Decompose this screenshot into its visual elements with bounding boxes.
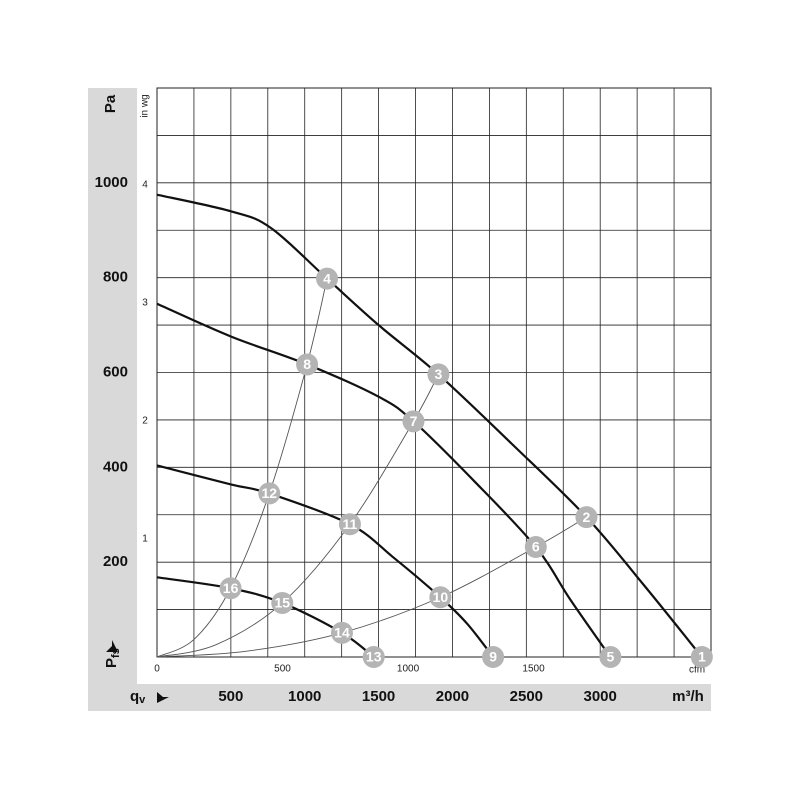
axis-band: [88, 88, 137, 684]
system-curve: [156, 278, 328, 658]
y-label: Pa: [102, 94, 119, 113]
point-label: 9: [489, 649, 497, 665]
x-tick-label: 3000: [584, 688, 617, 705]
y2-tick-label: 4: [142, 179, 148, 190]
operating-point: [402, 410, 425, 433]
fan-curve: [156, 464, 494, 658]
point-label: 2: [583, 509, 591, 525]
operating-point: [690, 646, 713, 668]
axis-band: [88, 684, 711, 711]
x-symbol-sub: v: [139, 694, 146, 706]
operating-point: [599, 646, 622, 668]
x2-tick-label: 500: [274, 664, 291, 675]
x-tick-label: 2000: [436, 688, 469, 705]
system-curve: [156, 374, 439, 658]
operating-point: [296, 353, 319, 376]
fan-curve: [156, 302, 612, 658]
operating-point: [258, 482, 281, 505]
point-label: 12: [261, 485, 277, 501]
operating-point: [362, 646, 385, 668]
arrow: [106, 640, 118, 652]
point-label: 6: [532, 539, 540, 555]
y-tick-label: 400: [103, 458, 128, 475]
operating-point: [338, 513, 361, 536]
operating-point: [482, 646, 505, 668]
point-label: 7: [410, 413, 418, 429]
y2-tick-label: 2: [142, 416, 148, 427]
x2-tick-label: 1500: [522, 664, 545, 675]
operating-point: [316, 267, 339, 290]
operating-point: [330, 621, 353, 644]
operating-point: [575, 506, 598, 529]
y-tick-label: 800: [103, 269, 128, 286]
y-symbol-main: P: [103, 658, 120, 668]
x-tick-label: 500: [218, 688, 243, 705]
y-symbol-sub: fs: [110, 648, 122, 658]
operating-point: [271, 591, 294, 614]
operating-point: [429, 586, 452, 609]
point-label: 5: [606, 649, 614, 665]
x2-label: cfm: [689, 665, 705, 676]
x2-tick-label: 1000: [397, 664, 420, 675]
arrow: [157, 692, 169, 703]
x-label: m³/h: [672, 688, 704, 705]
y-symbol: Pfs: [103, 648, 122, 668]
x-tick-label: 1500: [362, 688, 395, 705]
point-label: 16: [223, 580, 239, 596]
x2-tick-label: 0: [154, 664, 160, 675]
x-symbol-main: q: [130, 688, 139, 705]
x-tick-label: 1000: [288, 688, 321, 705]
point-label: 15: [274, 595, 290, 611]
y2-tick-label: 1: [142, 534, 148, 545]
operating-point: [219, 577, 242, 600]
point-label: 10: [433, 589, 449, 605]
y-tick-label: 200: [103, 553, 128, 570]
y-tick-label: 1000: [95, 174, 128, 191]
y2-tick-label: 3: [142, 297, 148, 308]
operating-point: [427, 363, 450, 386]
point-label: 3: [435, 366, 443, 382]
point-label: 8: [303, 356, 311, 372]
svg-text:Pfs: Pfs: [103, 648, 122, 668]
operating-point: [524, 535, 547, 558]
y2-label: in wg: [140, 94, 151, 117]
point-label: 11: [343, 516, 358, 532]
x-symbol: qv: [130, 688, 146, 706]
x-tick-label: 2500: [510, 688, 543, 705]
y-tick-label: 600: [103, 363, 128, 380]
point-label: 14: [334, 625, 350, 641]
plot-frame: [156, 87, 712, 658]
point-label: 13: [366, 649, 382, 665]
point-label: 4: [323, 270, 331, 286]
point-label: 1: [698, 649, 706, 665]
